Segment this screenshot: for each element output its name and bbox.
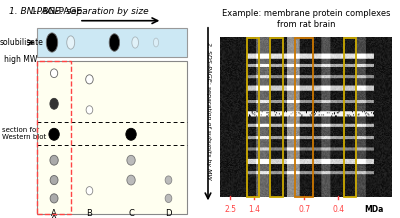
Ellipse shape xyxy=(126,128,136,140)
Text: solubilisate: solubilisate xyxy=(0,38,44,47)
Ellipse shape xyxy=(50,194,58,203)
Text: 0.4: 0.4 xyxy=(332,205,344,214)
Ellipse shape xyxy=(46,33,58,52)
Text: 2. SDS-PAGE: separation of subunits by MW: 2. SDS-PAGE: separation of subunits by M… xyxy=(206,42,210,180)
Ellipse shape xyxy=(86,106,93,114)
Text: 1.4: 1.4 xyxy=(248,205,260,214)
Text: 1. BN-PAGE: separation by size: 1. BN-PAGE: separation by size xyxy=(9,7,149,15)
Bar xyxy=(246,38,259,197)
Text: MDa: MDa xyxy=(365,205,384,214)
Ellipse shape xyxy=(50,175,58,185)
Ellipse shape xyxy=(132,37,138,48)
Ellipse shape xyxy=(154,38,158,47)
Ellipse shape xyxy=(109,34,120,51)
Ellipse shape xyxy=(49,128,59,140)
Text: Example: membrane protein complexes
from rat brain: Example: membrane protein complexes from… xyxy=(222,9,390,29)
Ellipse shape xyxy=(86,187,93,195)
Text: D: D xyxy=(165,209,172,218)
Ellipse shape xyxy=(165,194,172,203)
Ellipse shape xyxy=(50,69,58,78)
Ellipse shape xyxy=(50,155,58,165)
Ellipse shape xyxy=(86,75,93,84)
Ellipse shape xyxy=(50,98,58,109)
Text: 2.5: 2.5 xyxy=(224,205,236,214)
Bar xyxy=(38,28,187,57)
Bar xyxy=(38,61,187,214)
Text: section for
Western blot: section for Western blot xyxy=(2,127,46,140)
Text: A: A xyxy=(51,209,57,218)
Ellipse shape xyxy=(165,176,172,184)
Bar xyxy=(295,38,313,197)
Bar xyxy=(38,61,71,214)
Bar xyxy=(270,38,282,197)
Bar xyxy=(344,38,356,197)
Ellipse shape xyxy=(127,155,135,165)
Text: B: B xyxy=(86,209,92,218)
Text: 1. BN-PAGE:: 1. BN-PAGE: xyxy=(31,7,88,15)
Text: C: C xyxy=(128,209,134,218)
Text: 0.7: 0.7 xyxy=(298,205,310,214)
Ellipse shape xyxy=(127,175,135,185)
Text: high MW: high MW xyxy=(4,55,38,65)
Ellipse shape xyxy=(67,36,75,49)
